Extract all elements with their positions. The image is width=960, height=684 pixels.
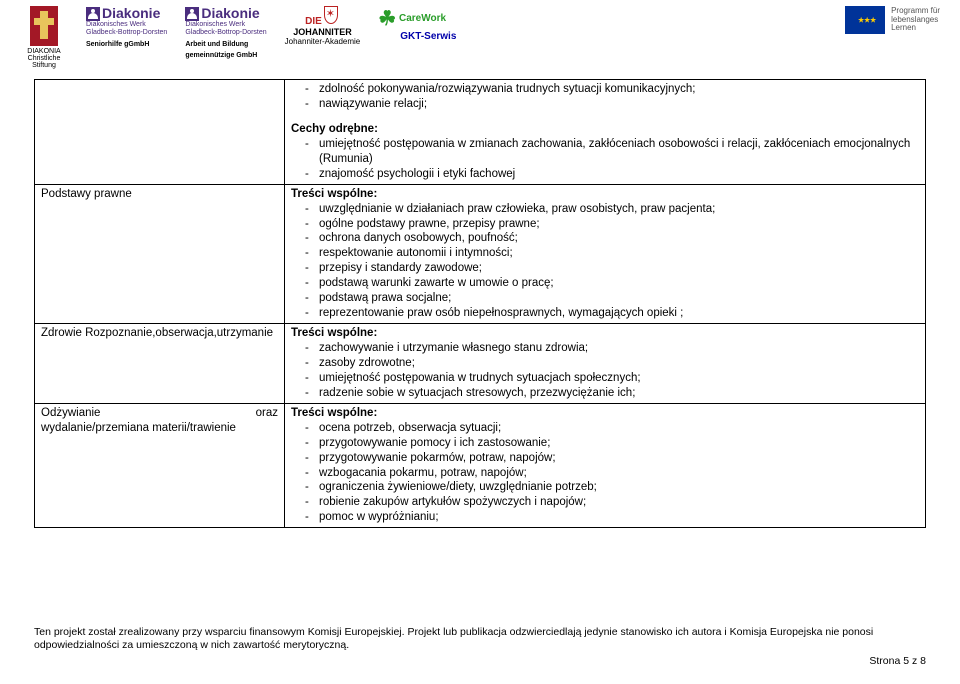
row3-label: Odżywianie oraz wydalanie/przemiana mate… [35, 403, 285, 528]
cechy-title: Cechy odrębne: [291, 122, 919, 137]
johanniter-die: DIE [305, 16, 322, 27]
diakonie2-bottom1: Arbeit und Bildung [185, 41, 266, 49]
content-table: zdolność pokonywania/rozwiązywania trudn… [34, 79, 926, 528]
list-item: podstawą prawa socjalne; [319, 291, 919, 306]
cechy-list: umiejętność postępowania w zmianach zach… [291, 137, 919, 182]
diakonie2-bottom2: gemeinnützige GmbH [185, 52, 266, 60]
eu-flag-icon: ⋆⋆⋆ [845, 6, 885, 34]
table-row: zdolność pokonywania/rozwiązywania trudn… [35, 80, 926, 185]
clover-icon: ☘ [378, 6, 396, 31]
row2-label: Zdrowie Rozpoznanie,obserwacja,utrzymani… [35, 324, 285, 404]
diakonie-crown-icon [86, 7, 100, 21]
intro-list: zdolność pokonywania/rozwiązywania trudn… [291, 82, 919, 112]
diakonia-cross-icon [30, 6, 58, 46]
logo-diakonie-2: Diakonie Diakonisches Werk Gladbeck-Bott… [185, 6, 266, 60]
list-item: ograniczenia żywieniowe/diety, uwzględni… [319, 480, 919, 495]
row3-list: ocena potrzeb, obserwacja sytuacji;przyg… [291, 421, 919, 526]
diakonie-crown-icon [185, 7, 199, 21]
row1-title: Treści wspólne: [291, 187, 919, 202]
johanniter-shield-icon [324, 6, 338, 24]
list-item: pomoc w wypróżnianiu; [319, 510, 919, 525]
list-item: znajomość psychologii i etyki fachowej [319, 167, 919, 182]
eu-line3: Lernen [891, 24, 940, 33]
list-item: uwzględnianie w działaniach praw człowie… [319, 202, 919, 217]
diakonie1-bottom: Seniorhilfe gGmbH [86, 41, 167, 49]
list-item: zachowywanie i utrzymanie własnego stanu… [319, 341, 919, 356]
johanniter-name: JOHANNITER [285, 27, 361, 37]
logo-diakonie-1: Diakonie Diakonisches Werk Gladbeck-Bott… [86, 6, 167, 48]
row1-content: Treści wspólne: uwzględnianie w działani… [285, 184, 926, 323]
page-footer: Ten projekt został zrealizowany przy wsp… [34, 626, 926, 668]
list-item: umiejętność postępowania w trudnych sytu… [319, 371, 919, 386]
table-row: Zdrowie Rozpoznanie,obserwacja,utrzymani… [35, 324, 926, 404]
diakonie1-sub2: Gladbeck-Bottrop-Dorsten [86, 29, 167, 37]
row3-content: Treści wspólne: ocena potrzeb, obserwacj… [285, 403, 926, 528]
table-row: Odżywianie oraz wydalanie/przemiana mate… [35, 403, 926, 528]
diakonie2-sub1: Diakonisches Werk [185, 21, 266, 29]
main-content: zdolność pokonywania/rozwiązywania trudn… [0, 73, 960, 528]
logo-carework: ☘ CareWork GKT-Serwis [378, 6, 456, 42]
list-item: przepisy i standardy zawodowe; [319, 261, 919, 276]
logo-diakonia: DIAKONIA Christliche Stiftung [20, 6, 68, 69]
row2-list: zachowywanie i utrzymanie własnego stanu… [291, 341, 919, 401]
diakonie1-title: Diakonie [102, 6, 160, 21]
row3-label2: wydalanie/przemiana materii/trawienie [41, 421, 278, 436]
row0-label [35, 80, 285, 185]
diakonia-caption2: Christliche Stiftung [20, 55, 68, 69]
list-item: reprezentowanie praw osób niepełnosprawn… [319, 306, 919, 321]
diakonie2-title: Diakonie [201, 6, 259, 21]
johanniter-sub: Johanniter-Akademie [285, 37, 361, 46]
row1-label: Podstawy prawne [35, 184, 285, 323]
list-item: podstawą warunki zawarte w umowie o prac… [319, 276, 919, 291]
diakonie1-sub1: Diakonisches Werk [86, 21, 167, 29]
logo-johanniter: DIE JOHANNITER Johanniter-Akademie [285, 6, 361, 46]
list-item: ogólne podstawy prawne, przepisy prawne; [319, 217, 919, 232]
list-item: ocena potrzeb, obserwacja sytuacji; [319, 421, 919, 436]
logo-eu: ⋆⋆⋆ Programm für lebenslanges Lernen [845, 6, 940, 34]
row3-label-l: Odżywianie [41, 406, 100, 421]
list-item: nawiązywanie relacji; [319, 97, 919, 112]
footer-text: Ten projekt został zrealizowany przy wsp… [34, 626, 926, 652]
logo-header: DIAKONIA Christliche Stiftung Diakonie D… [0, 0, 960, 73]
row2-title: Treści wspólne: [291, 326, 919, 341]
list-item: zdolność pokonywania/rozwiązywania trudn… [319, 82, 919, 97]
table-row: Podstawy prawne Treści wspólne: uwzględn… [35, 184, 926, 323]
row3-title: Treści wspólne: [291, 406, 919, 421]
list-item: zasoby zdrowotne; [319, 356, 919, 371]
list-item: robienie zakupów artykułów spożywczych i… [319, 495, 919, 510]
list-item: respektowanie autonomii i intymności; [319, 246, 919, 261]
diakonie2-sub2: Gladbeck-Bottrop-Dorsten [185, 29, 266, 37]
page-number: Strona 5 z 8 [34, 655, 926, 668]
list-item: przygotowywanie pomocy i ich zastosowani… [319, 436, 919, 451]
carework-line2: GKT-Serwis [400, 31, 456, 42]
list-item: umiejętność postępowania w zmianach zach… [319, 137, 919, 167]
row3-label-r: oraz [256, 406, 278, 421]
list-item: wzbogacania pokarmu, potraw, napojów; [319, 466, 919, 481]
diakonia-caption1: DIAKONIA [27, 48, 60, 55]
row0-content: zdolność pokonywania/rozwiązywania trudn… [285, 80, 926, 185]
row1-list: uwzględnianie w działaniach praw człowie… [291, 202, 919, 322]
list-item: radzenie sobie w sytuacjach stresowych, … [319, 386, 919, 401]
list-item: przygotowywanie pokarmów, potraw, napojó… [319, 451, 919, 466]
carework-line1: CareWork [399, 13, 446, 24]
row2-content: Treści wspólne: zachowywanie i utrzymani… [285, 324, 926, 404]
list-item: ochrona danych osobowych, poufność; [319, 231, 919, 246]
